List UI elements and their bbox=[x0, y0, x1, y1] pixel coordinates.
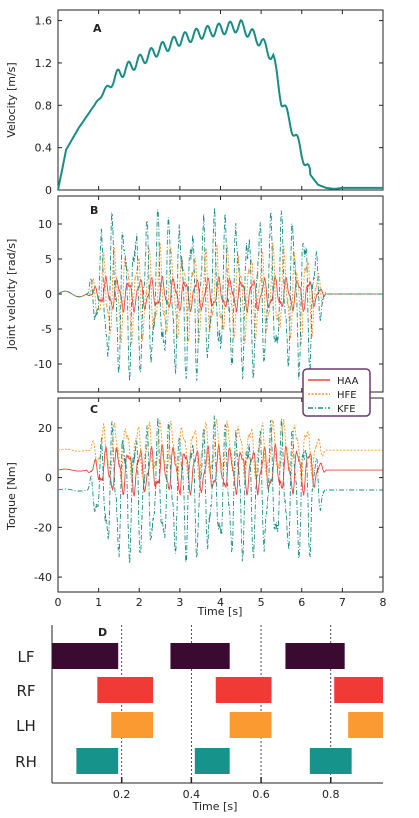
panel-c-xtick-label: 7 bbox=[339, 596, 346, 609]
panel-a-series bbox=[57, 19, 383, 191]
panel-a-ytick-label: 1.6 bbox=[35, 15, 53, 28]
panel-c-ytick-label: -20 bbox=[34, 521, 52, 534]
panel-c-xtick-label: 1 bbox=[95, 596, 102, 609]
velocity-line bbox=[57, 19, 383, 191]
panel-b-ytick-label: 0 bbox=[45, 288, 52, 301]
panel-b-ytick-label: 10 bbox=[38, 218, 52, 231]
panel-d-xtick-label: 0.2 bbox=[113, 788, 131, 801]
row-label-rf: RF bbox=[16, 682, 35, 700]
panel-d-xtick-label: 0.8 bbox=[322, 788, 340, 801]
gait-bar-lh-2 bbox=[348, 712, 383, 738]
panel-c: C Torque [Nm] -40 -20 0 20 0 1 2 3 4 5 6 7 8 Time [… bbox=[5, 397, 387, 618]
panel-a-ytick-label: 0.8 bbox=[35, 99, 53, 112]
gait-bar-lf-0 bbox=[52, 643, 119, 669]
panel-c-letter: C bbox=[90, 403, 98, 416]
panel-c-xtick-label: 0 bbox=[55, 596, 62, 609]
panel-b-ylabel: Joint velocity [rad/s] bbox=[5, 239, 18, 351]
panel-c-series-haa bbox=[58, 442, 383, 497]
legend-label-haa: HAA bbox=[337, 376, 359, 387]
panel-c-ytick-label: -40 bbox=[34, 571, 52, 584]
gait-bar-rf-1 bbox=[215, 677, 272, 703]
panel-b-letter: B bbox=[90, 204, 98, 217]
panel-c-series-kfe bbox=[58, 415, 383, 564]
panel-c-ylabel: Torque [Nm] bbox=[5, 462, 18, 531]
panel-c-frame bbox=[57, 397, 384, 593]
panel-b: B Joint velocity [rad/s] -10 -5 0 5 10 bbox=[5, 195, 384, 393]
panel-b-series-hfe bbox=[57, 242, 383, 345]
panel-c-xtick-label: 2 bbox=[136, 596, 143, 609]
panel-a-ytick-label: 0.4 bbox=[35, 142, 53, 155]
panel-a-yticks: 0 0.4 0.8 1.2 1.6 bbox=[35, 15, 383, 197]
gait-bar-lf-2 bbox=[285, 643, 345, 669]
panel-c-xlabel: Time [s] bbox=[197, 605, 243, 618]
panel-d: D LF RF LH RH 0.2 0.4 0.6 0.8 Time [s] bbox=[15, 625, 383, 813]
legend-box bbox=[302, 368, 371, 417]
panel-a-xticks bbox=[57, 10, 384, 190]
panel-d-bars bbox=[52, 643, 383, 774]
gait-bar-rf-2 bbox=[334, 677, 383, 703]
panel-c-xtick-label: 8 bbox=[380, 596, 387, 609]
panel-c-ytick-label: 0 bbox=[45, 472, 52, 485]
gait-bar-rh-1 bbox=[194, 748, 230, 774]
panel-c-yticks: -40 -20 0 20 bbox=[34, 422, 383, 584]
panel-c-ytick-label: 20 bbox=[38, 422, 52, 435]
panel-d-letter: D bbox=[98, 626, 107, 639]
panel-b-ytick-label: 5 bbox=[45, 253, 52, 266]
panel-c-series-hfe bbox=[58, 419, 383, 483]
panel-d-xticks: 0.2 0.4 0.6 0.8 bbox=[113, 777, 340, 801]
panel-d-xtick-label: 0.4 bbox=[183, 788, 201, 801]
panel-d-xtick-label: 0.6 bbox=[252, 788, 270, 801]
panel-c-series bbox=[58, 415, 383, 564]
panel-b-xticks bbox=[57, 196, 384, 392]
gait-bar-rh-2 bbox=[309, 748, 352, 774]
panel-c-xtick-label: 4 bbox=[217, 596, 224, 609]
legend: HAA HFE KFE bbox=[302, 368, 371, 417]
panel-d-xlabel: Time [s] bbox=[192, 800, 238, 813]
gait-bar-lf-1 bbox=[170, 643, 230, 669]
panel-c-xtick-label: 5 bbox=[258, 596, 265, 609]
panel-c-xtick-label: 3 bbox=[176, 596, 183, 609]
row-label-rh: RH bbox=[15, 753, 37, 771]
row-label-lh: LH bbox=[16, 717, 36, 735]
panel-a-ytick-label: 0 bbox=[45, 184, 52, 197]
panel-a-frame bbox=[57, 9, 384, 191]
panel-c-xticks: 0 1 2 3 4 5 6 7 8 bbox=[55, 398, 387, 609]
panel-a: A Velocity [m/s] 0 0.4 0.8 1.2 1.6 bbox=[5, 9, 384, 197]
legend-label-hfe: HFE bbox=[337, 390, 357, 401]
gait-bar-lh-0 bbox=[111, 712, 154, 738]
panel-b-ytick-label: -5 bbox=[41, 323, 52, 336]
panel-b-series bbox=[57, 207, 383, 382]
gait-bar-rf-0 bbox=[97, 677, 154, 703]
panel-a-ylabel: Velocity [m/s] bbox=[5, 62, 18, 137]
panel-d-row-labels: LF RF LH RH bbox=[15, 648, 37, 771]
panel-b-yticks: -10 -5 0 5 10 bbox=[34, 218, 383, 371]
panel-b-series-kfe bbox=[57, 207, 383, 382]
panel-a-letter: A bbox=[93, 22, 102, 35]
panel-a-ytick-label: 1.2 bbox=[35, 57, 53, 70]
gait-bar-lh-1 bbox=[229, 712, 272, 738]
panel-c-xtick-label: 6 bbox=[298, 596, 305, 609]
row-label-lf: LF bbox=[18, 648, 35, 666]
panel-b-ytick-label: -10 bbox=[34, 358, 52, 371]
legend-label-kfe: KFE bbox=[337, 404, 356, 415]
gait-bar-rh-0 bbox=[76, 748, 119, 774]
